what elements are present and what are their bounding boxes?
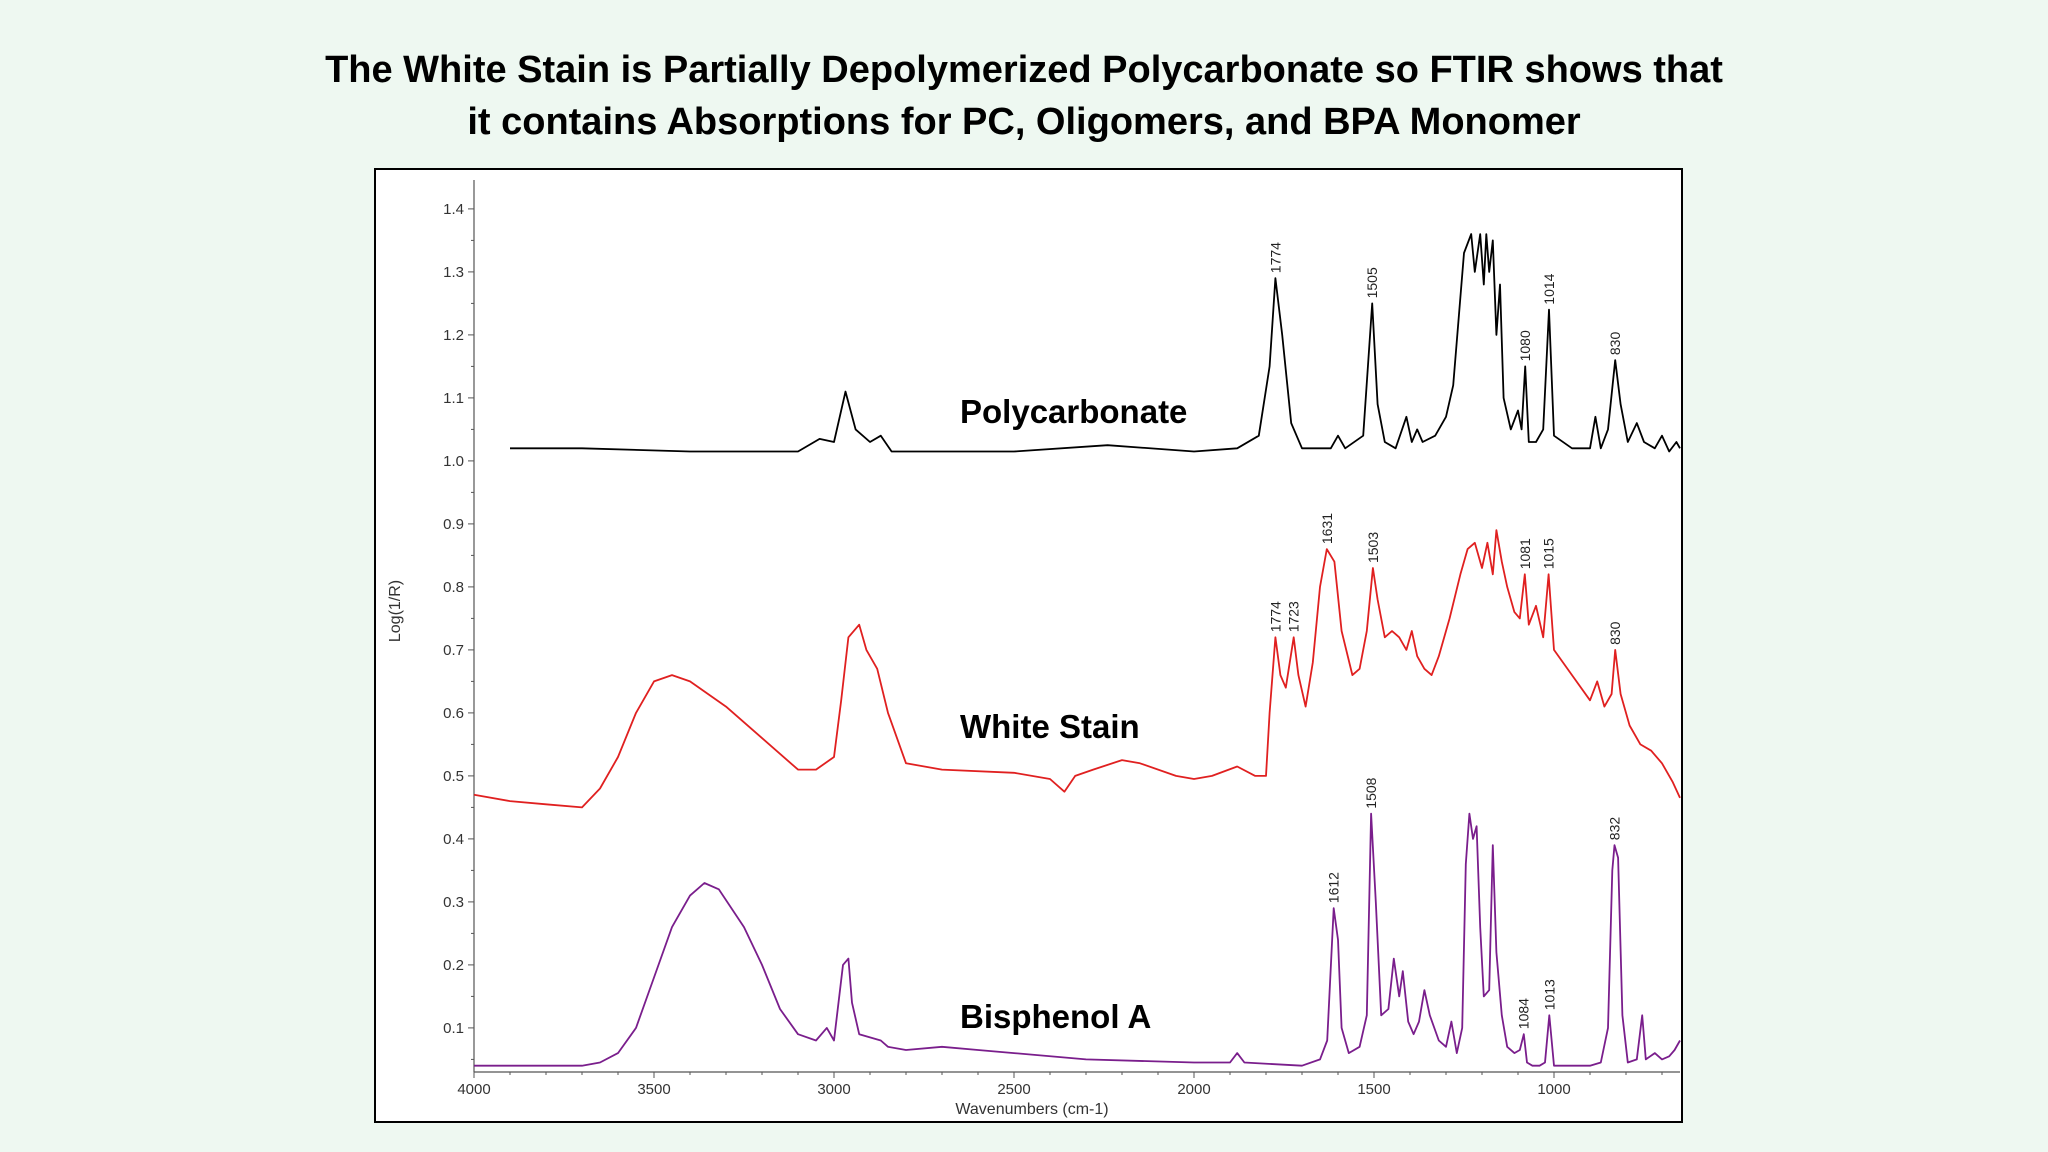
y-tick-label: 0.4 (443, 831, 464, 848)
slide-title: The White Stain is Partially Depolymeriz… (224, 44, 1824, 148)
y-tick-label: 1.2 (443, 327, 464, 344)
x-tick-label: 2000 (1177, 1081, 1210, 1098)
y-axis-title: Log(1/R) (387, 580, 404, 642)
peak-label: 1503 (1365, 532, 1381, 563)
peak-label: 1084 (1516, 998, 1532, 1029)
peak-label: 1015 (1541, 538, 1557, 569)
peak-label: 1081 (1517, 538, 1533, 569)
y-tick-label: 0.7 (443, 642, 464, 659)
peak-label: 1723 (1286, 601, 1302, 632)
y-tick-label: 0.9 (443, 516, 464, 533)
x-tick-label: 4000 (457, 1081, 490, 1098)
peak-label: 1014 (1541, 273, 1557, 304)
x-tick-label: 3500 (637, 1081, 670, 1098)
peak-label: 1013 (1541, 979, 1557, 1010)
slide-title-line-2: it contains Absorptions for PC, Oligomer… (467, 101, 1581, 143)
ftir-spectra-chart: 0.1 0.2 0.3 0.4 0.5 0.6 0.7 0.8 0.9 1.0 1.1 1.2 1.3 1… (387, 180, 1681, 1118)
x-tick-label: 1000 (1537, 1081, 1570, 1098)
y-tick-label: 1.1 (443, 390, 464, 407)
peak-label: 1631 (1319, 513, 1335, 544)
peak-label: 1505 (1364, 267, 1380, 298)
peak-label: 1774 (1267, 601, 1283, 632)
slide-title-line-1: The White Stain is Partially Depolymeriz… (325, 49, 1723, 91)
y-tick-label: 1.0 (443, 453, 464, 470)
y-tick-label: 0.1 (443, 1020, 464, 1037)
peak-label: 1080 (1517, 330, 1533, 361)
ftir-chart-panel: 0.1 0.2 0.3 0.4 0.5 0.6 0.7 0.8 0.9 1.0 1.1 1.2 1.3 1… (374, 168, 1683, 1123)
y-tick-label: 1.4 (443, 201, 464, 218)
peak-label: 832 (1606, 817, 1622, 841)
x-tick-label: 2500 (997, 1081, 1030, 1098)
x-tick-label: 1500 (1357, 1081, 1390, 1098)
x-axis-title: Wavenumbers (cm-1) (955, 1101, 1108, 1118)
y-tick-label: 1.3 (443, 264, 464, 281)
series-label-bisphenol-a: Bisphenol A (960, 998, 1151, 1035)
y-tick-label: 0.3 (443, 894, 464, 911)
series-line-white-stain (473, 529, 1681, 809)
peak-label: 830 (1607, 332, 1623, 356)
peak-label: 830 (1607, 621, 1623, 645)
y-tick-label: 0.6 (443, 705, 464, 722)
peak-label: 1612 (1326, 872, 1342, 903)
peak-label: 1508 (1363, 777, 1379, 808)
y-tick-label: 0.5 (443, 768, 464, 785)
series-line-bisphenol-a (474, 812, 1681, 1067)
series-label-white-stain: White Stain (960, 708, 1140, 745)
peak-label: 1774 (1267, 242, 1283, 273)
series-label-polycarbonate: Polycarbonate (960, 393, 1187, 430)
y-tick-label: 0.8 (443, 579, 464, 596)
x-tick-label: 3000 (817, 1081, 850, 1098)
y-tick-label: 0.2 (443, 957, 464, 974)
series-line-polycarbonate (510, 233, 1681, 453)
